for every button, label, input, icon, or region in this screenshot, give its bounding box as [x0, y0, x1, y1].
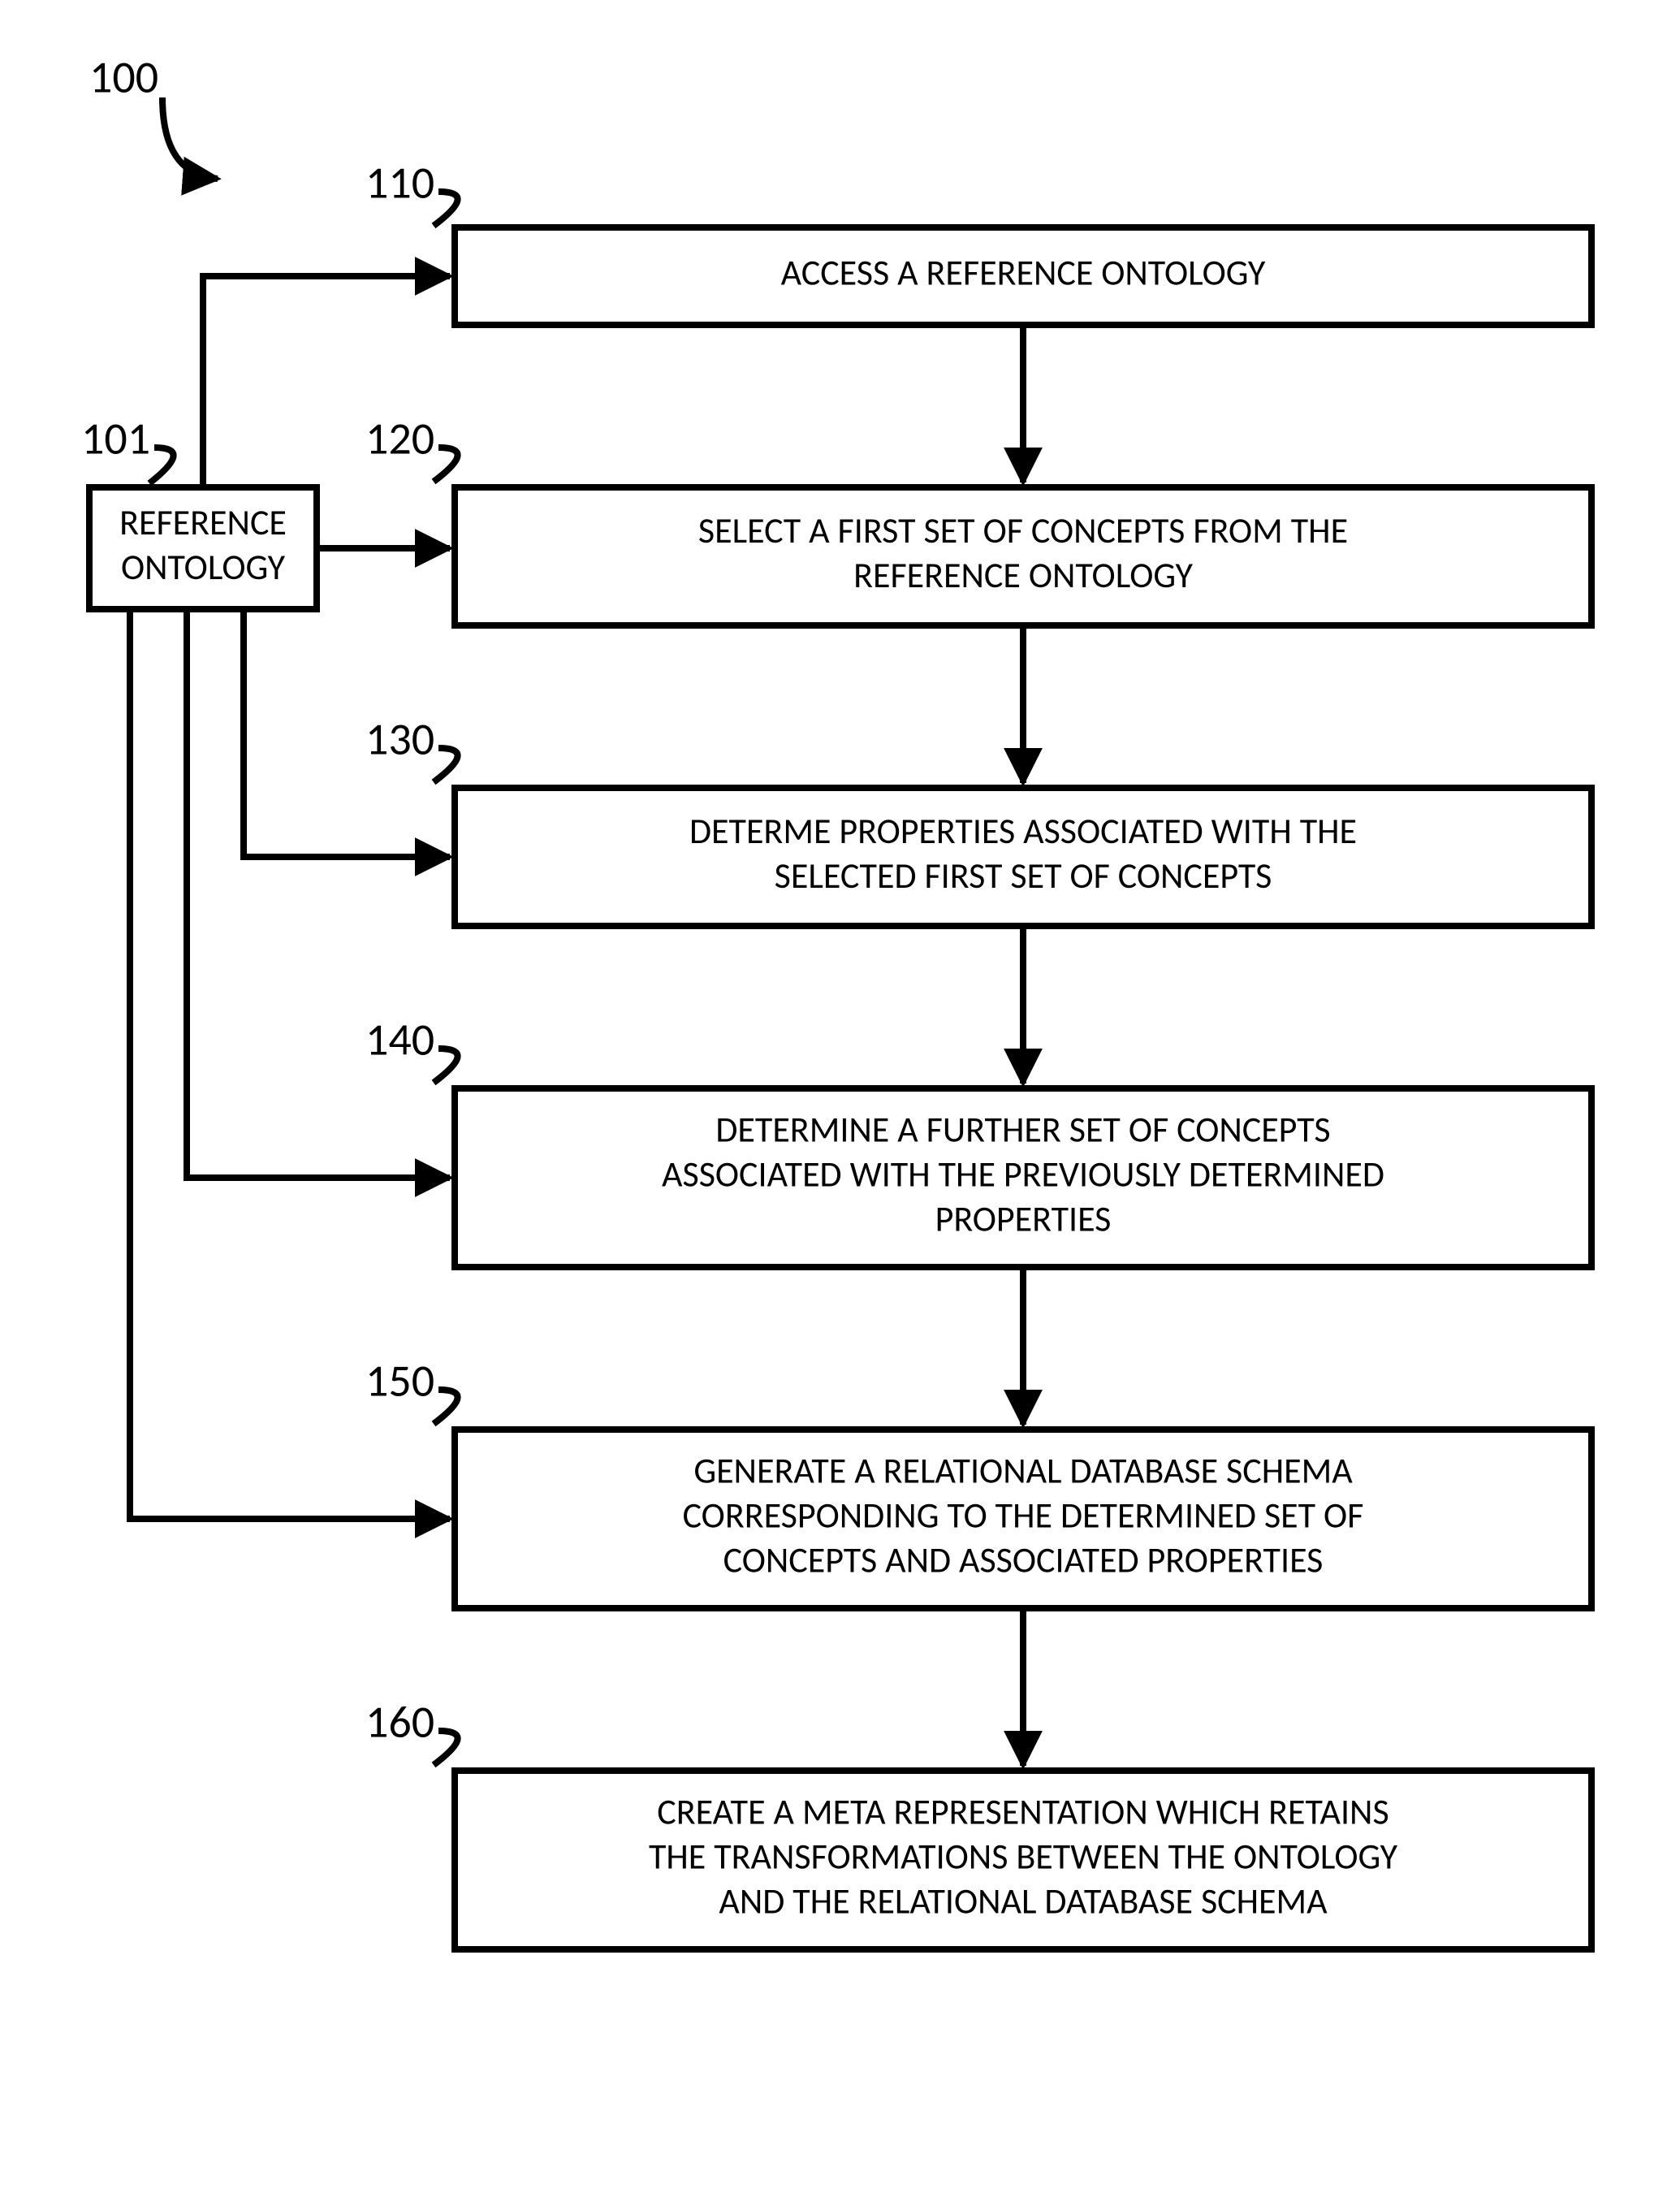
- flow-box-text-160-1: THE TRANSFORMATIONS BETWEEN THE ONTOLOGY: [649, 1835, 1398, 1879]
- flowchart-diagram: 100 REFERENCEONTOLOGY 101 ACCESS A REFERENC…: [0, 0, 1680, 2206]
- box-hook-140: [434, 1049, 458, 1083]
- flow-box-text-150-1: CORRESPONDING TO THE DETERMINED SET OF: [683, 1494, 1364, 1538]
- flow-box-text-120-0: SELECT A FIRST SET OF CONCEPTS FROM THE: [698, 508, 1348, 552]
- flow-box-text-160-2: AND THE RELATIONAL DATABASE SCHEMA: [719, 1879, 1328, 1923]
- flow-box-text-101-1: ONTOLOGY: [121, 545, 286, 589]
- box-number-110: 110: [365, 155, 434, 210]
- figure-hook: [162, 97, 218, 179]
- flow-box-text-120-1: REFERENCE ONTOLOGY: [853, 553, 1193, 597]
- box-number-120: 120: [365, 411, 434, 466]
- flow-box-text-150-2: CONCEPTS AND ASSOCIATED PROPERTIES: [723, 1538, 1324, 1582]
- box-hook-160: [434, 1731, 458, 1765]
- box-hook-110: [434, 192, 458, 226]
- flow-box-text-140-0: DETERMINE A FURTHER SET OF CONCEPTS: [715, 1108, 1330, 1152]
- flow-box-text-140-2: PROPERTIES: [935, 1197, 1112, 1241]
- box-number-140: 140: [365, 1012, 434, 1067]
- box-hook-120: [434, 448, 458, 482]
- arrow-ref-b140: [187, 609, 450, 1178]
- flow-box-text-130-1: SELECTED FIRST SET OF CONCEPTS: [775, 854, 1272, 898]
- box-hook-101: [149, 448, 174, 483]
- diagram-layer: 100 REFERENCEONTOLOGY 101 ACCESS A REFERENC…: [81, 50, 1591, 1949]
- box-hook-130: [434, 748, 458, 782]
- box-number-150: 150: [365, 1353, 434, 1408]
- flow-box-text-140-1: ASSOCIATED WITH THE PREVIOUSLY DETERMINE…: [662, 1153, 1384, 1196]
- box-number-130: 130: [365, 712, 434, 767]
- box-number-101: 101: [81, 411, 150, 466]
- flow-box-text-130-0: DETERME PROPERTIES ASSOCIATED WITH THE: [689, 809, 1357, 853]
- flow-box-text-101-0: REFERENCE: [119, 500, 287, 544]
- flow-box-text-110-0: ACCESS A REFERENCE ONTOLOGY: [781, 251, 1266, 295]
- flow-box-text-150-0: GENERATE A RELATIONAL DATABASE SCHEMA: [693, 1449, 1353, 1493]
- box-hook-150: [434, 1390, 458, 1424]
- flow-box-text-160-0: CREATE A META REPRESENTATION WHICH RETAI…: [657, 1790, 1388, 1834]
- figure-number: 100: [89, 50, 158, 105]
- box-number-160: 160: [365, 1694, 434, 1750]
